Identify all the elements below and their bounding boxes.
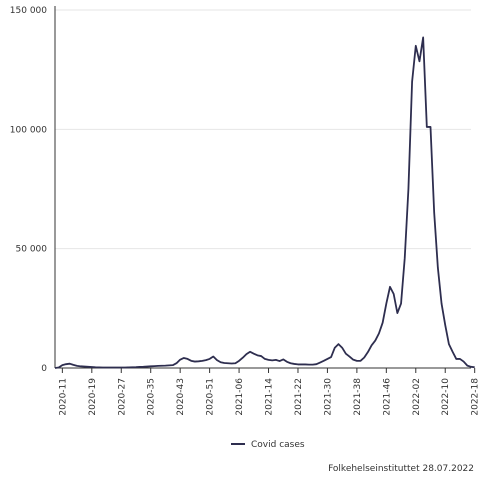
y-tick-label: 0 bbox=[41, 364, 47, 374]
y-axis-tick-labels: 0 50 000 100 000 150 000 bbox=[10, 6, 47, 374]
x-tick-label: 2020-11 bbox=[58, 378, 68, 416]
x-tick-label: 2021-14 bbox=[265, 378, 275, 416]
x-tick-label: 2021-22 bbox=[294, 378, 304, 416]
source-credit: Folkehelseinstituttet 28.07.2022 bbox=[328, 464, 474, 474]
y-tick-label: 50 000 bbox=[16, 245, 48, 255]
legend[interactable]: Covid cases bbox=[231, 440, 305, 450]
x-tick-label: 2020-27 bbox=[117, 378, 127, 416]
y-tick-label: 150 000 bbox=[10, 6, 47, 16]
x-tick-label: 2021-38 bbox=[353, 378, 363, 416]
grid-lines bbox=[55, 9, 471, 250]
x-tick-label: 2020-43 bbox=[176, 378, 186, 416]
y-tick-label: 100 000 bbox=[10, 125, 47, 135]
x-tick-label: 2020-51 bbox=[206, 378, 216, 416]
covid-cases-line bbox=[54, 36, 475, 369]
x-tick-label: 2021-30 bbox=[323, 378, 333, 416]
x-tick-label: 2022-10 bbox=[441, 378, 451, 416]
x-tick-label: 2022-02 bbox=[412, 378, 422, 416]
x-axis-ticks: 2020-11 2020-19 2020-27 2020-35 2020-43 2020-… bbox=[58, 368, 480, 416]
x-tick-label: 2021-46 bbox=[382, 378, 392, 416]
x-tick-label: 2021-06 bbox=[235, 378, 245, 416]
x-tick-label: 2020-19 bbox=[88, 378, 98, 416]
x-tick-label: 2022-18 bbox=[471, 378, 480, 416]
legend-label: Covid cases bbox=[251, 440, 305, 450]
x-tick-label: 2020-35 bbox=[147, 378, 157, 416]
